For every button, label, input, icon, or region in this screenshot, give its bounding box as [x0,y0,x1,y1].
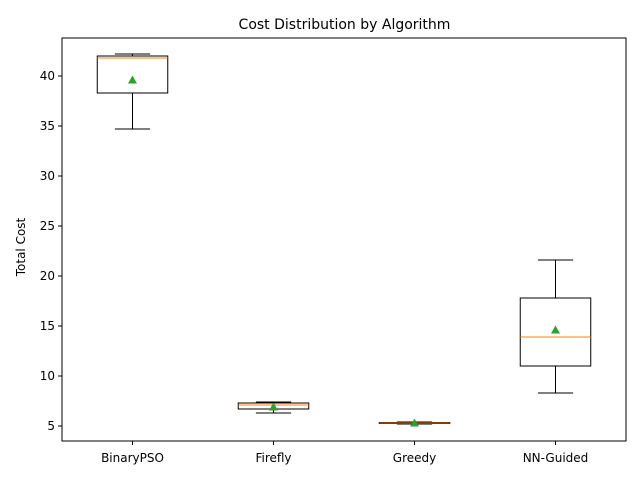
y-tick-label: 5 [47,419,55,433]
x-tick-label: Firefly [255,451,291,465]
box-binarypso [96,55,169,94]
y-axis-label: Total Cost [14,217,28,277]
y-tick-label: 40 [40,69,55,83]
y-tick-label: 15 [40,319,55,333]
x-tick-label: NN-Guided [523,451,589,465]
plot-area: 5 10 15 20 25 30 35 40 BinaryPSO Firefly Greedy NN-… [40,37,627,465]
mean-marker [551,325,560,334]
box-nn-guided [519,297,592,367]
y-tick-label: 30 [40,169,55,183]
chart-title: Cost Distribution by Algorithm [239,17,451,33]
mean-marker [128,75,137,84]
y-tick-label: 20 [40,269,55,283]
x-tick-label: Greedy [393,451,436,465]
y-tick-label: 35 [40,119,55,133]
axes-frame [61,37,627,442]
mean-marker [410,418,419,427]
y-tick-label: 10 [40,369,55,383]
mean-marker [269,402,278,411]
y-tick-label: 25 [40,219,55,233]
x-tick-label: BinaryPSO [101,451,164,465]
